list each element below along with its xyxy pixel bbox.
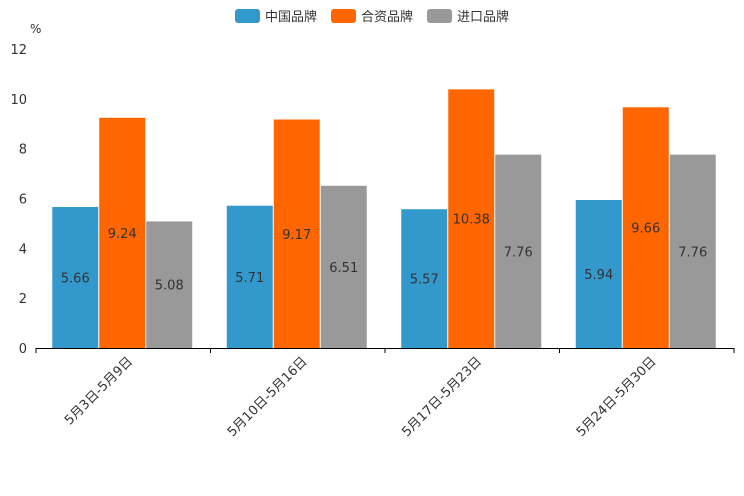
y-unit-label: % [30,22,42,36]
bar-s2-c0[interactable] [146,221,193,348]
x-tick-label-3: 5月24日-5月30日 [574,354,660,440]
x-tick-label-2: 5月17日-5月23日 [399,354,485,440]
bar-s0-c0[interactable] [52,206,99,348]
value-label-s2-c0: 5.08 [155,279,184,294]
bar-s2-c3[interactable] [669,154,716,348]
legend-swatch-import [427,8,452,23]
bar-s2-c1[interactable] [320,185,367,348]
x-tick-label-1: 5月10日-5月16日 [225,354,311,440]
x-tick-label-0: 5月3日-5月9日 [62,354,136,428]
value-label-s2-c2: 7.76 [504,245,533,260]
legend-swatch-china [234,8,260,23]
value-label-s1-c2: 10.38 [453,213,490,228]
y-tick-label-6: 12 [10,43,27,58]
legend-item-import[interactable]: 进口品牌 [427,6,509,25]
value-label-s2-c3: 7.76 [678,245,707,260]
value-label-s0-c1: 5.71 [235,271,264,286]
value-label-s1-c1: 9.17 [282,228,311,243]
legend-label-import: 进口品牌 [457,10,510,25]
value-label-s0-c0: 5.66 [61,271,90,286]
legend-label-china: 中国品牌 [264,10,317,25]
y-tick-label-1: 2 [19,292,27,307]
bar-s0-c2[interactable] [401,209,448,348]
bar-s0-c1[interactable] [226,205,273,348]
y-tick-label-5: 10 [10,93,27,108]
value-label-s2-c1: 6.51 [329,261,358,276]
legend-item-joint[interactable]: 合资品牌 [330,6,413,25]
bar-s2-c2[interactable] [495,154,542,348]
value-label-s1-c3: 9.66 [631,222,660,237]
bar-s1-c2[interactable] [448,89,495,349]
y-tick-label-0: 0 [19,342,27,357]
bar-s1-c0[interactable] [99,117,146,349]
value-label-s1-c0: 9.24 [108,227,137,242]
value-label-s0-c2: 5.57 [410,273,439,288]
legend-swatch-joint [330,8,356,23]
bar-s1-c3[interactable] [622,107,669,349]
y-tick-label-2: 4 [19,242,27,257]
bar-s0-c3[interactable] [575,199,622,348]
y-tick-label-3: 6 [19,193,27,208]
value-label-s0-c3: 5.94 [584,268,613,283]
y-tick-label-4: 8 [19,143,27,158]
legend: 中国品牌 合资品牌 进口品牌 [0,6,744,25]
legend-label-joint: 合资品牌 [360,10,413,25]
legend-item-china[interactable]: 中国品牌 [234,6,317,25]
bar-s1-c1[interactable] [273,119,320,349]
